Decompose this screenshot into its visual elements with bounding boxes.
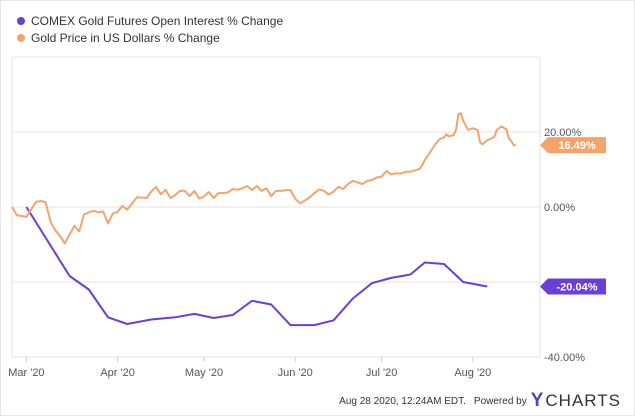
footer: Aug 28 2020, 12:24AM EDT. Powered by Y C… <box>339 390 621 412</box>
end-value-label: -20.04% <box>557 282 598 294</box>
x-tick-label: Jul '20 <box>366 367 397 379</box>
legend-item-gold-price[interactable]: Gold Price in US Dollars % Change <box>17 29 283 46</box>
end-value-badge-open-interest <box>540 278 606 295</box>
end-value-badge-gold-price <box>540 137 606 154</box>
series-line-gold-price <box>11 112 517 245</box>
timestamp: Aug 28 2020, 12:24AM EDT. <box>339 395 466 407</box>
x-tick-label: Jun '20 <box>278 367 313 379</box>
x-tick-label: Aug '20 <box>454 367 491 379</box>
y-tick-label: 20.00% <box>544 127 582 139</box>
legend-label: COMEX Gold Futures Open Interest % Chang… <box>31 13 284 28</box>
end-value-label: 16.49% <box>558 140 596 152</box>
x-tick-label: Apr '20 <box>100 367 135 379</box>
ycharts-logo[interactable]: Y CHARTS <box>530 390 621 411</box>
powered-by-text: Powered by <box>473 395 527 407</box>
x-tick-label: Mar '20 <box>8 367 44 379</box>
x-tick-label: May '20 <box>185 367 223 379</box>
legend-dot-icon <box>17 16 25 25</box>
y-tick-label: -40.00% <box>544 352 585 364</box>
series-line-open-interest <box>25 206 488 327</box>
legend: COMEX Gold Futures Open Interest % Chang… <box>17 12 283 46</box>
legend-dot-icon <box>17 33 25 42</box>
legend-label: Gold Price in US Dollars % Change <box>31 30 220 45</box>
y-tick-label: 0.00% <box>544 202 575 214</box>
legend-item-open-interest[interactable]: COMEX Gold Futures Open Interest % Chang… <box>17 12 283 29</box>
